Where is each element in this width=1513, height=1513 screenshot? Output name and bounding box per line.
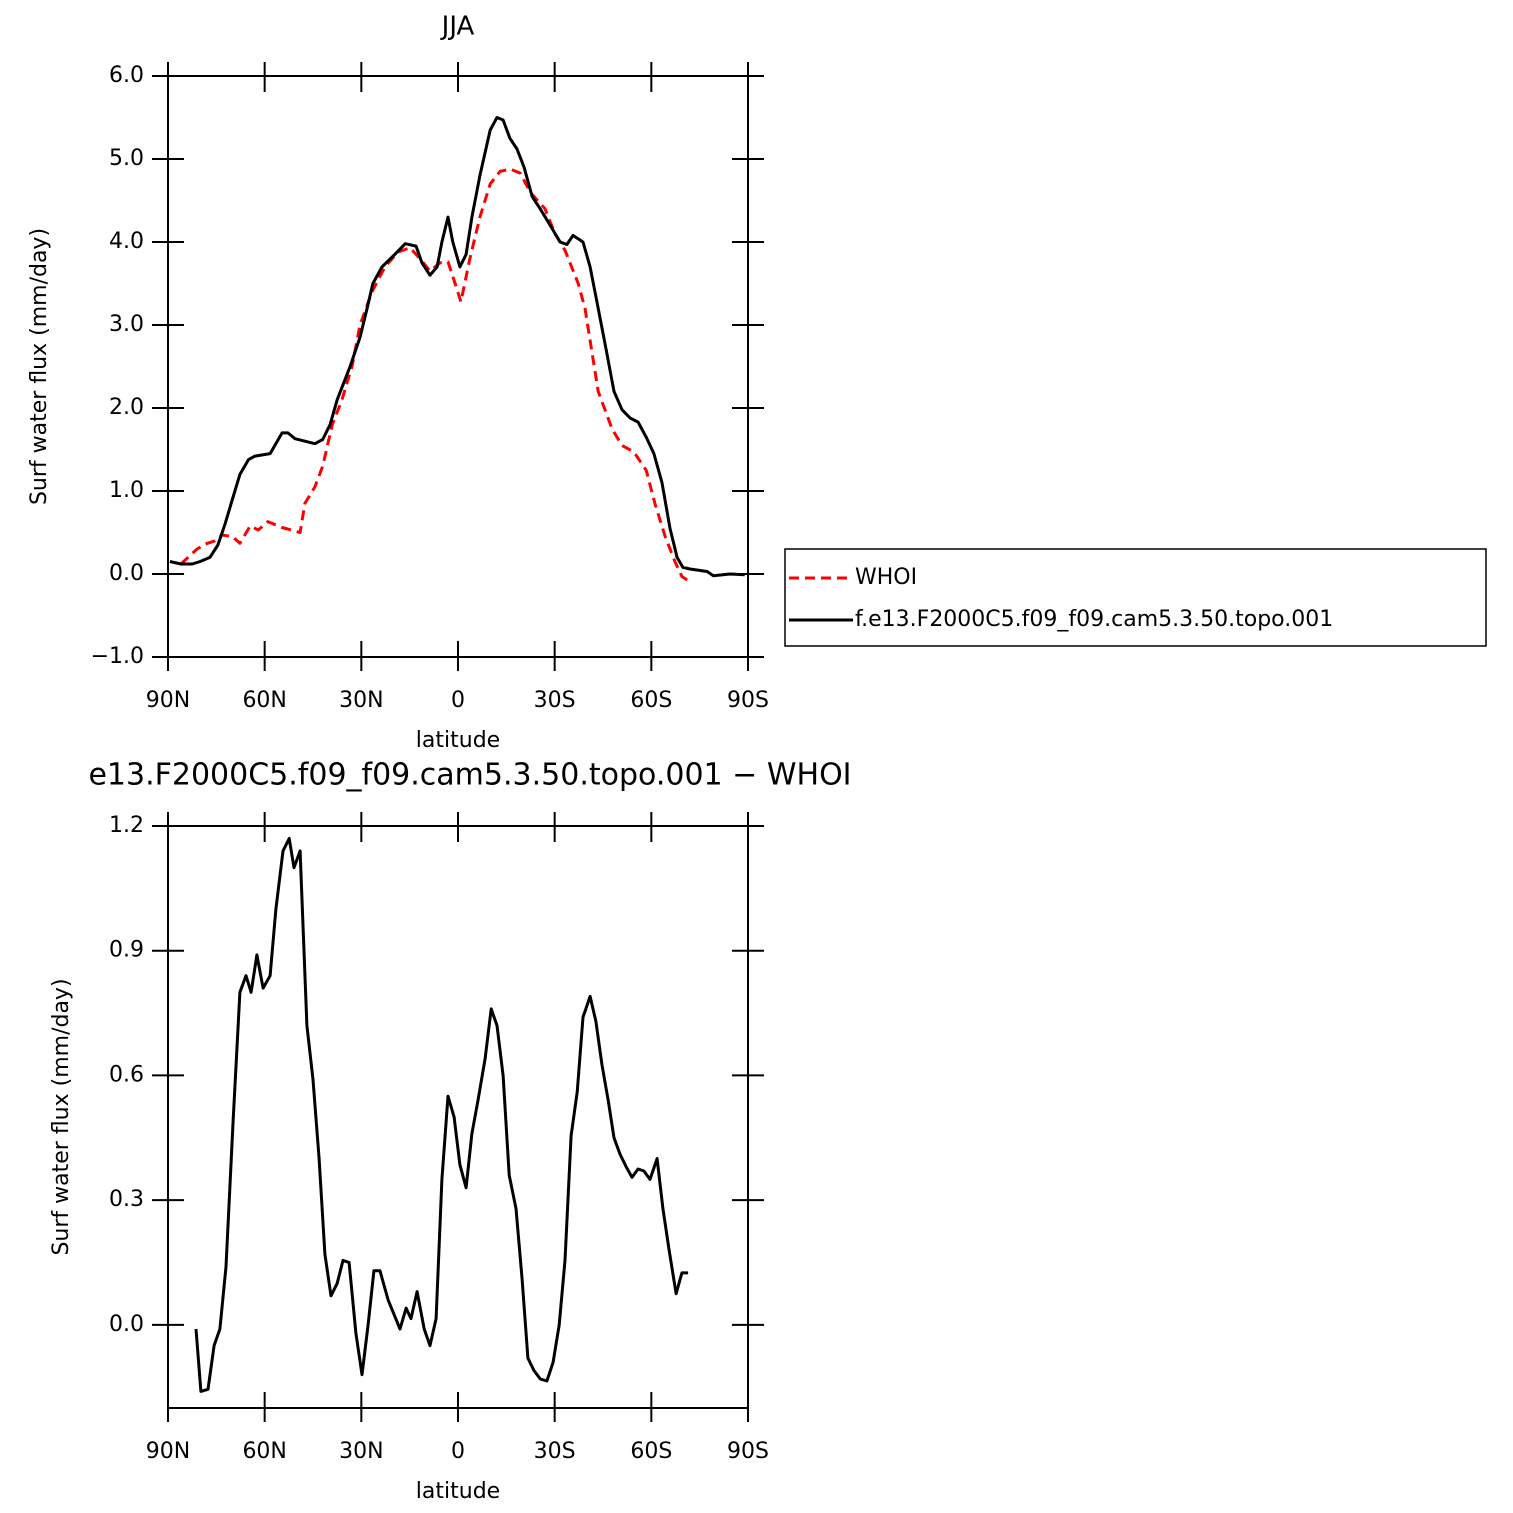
y-axis-label: Surf water flux (mm/day) (27, 228, 52, 505)
x-tick-label: 0 (451, 688, 465, 713)
y-tick-label: 0.0 (109, 561, 144, 586)
legend-frame (784, 548, 1487, 647)
y-tick-label: 2.0 (109, 395, 144, 420)
y-tick-label: 0.3 (109, 1187, 144, 1212)
x-tick-label: 90S (727, 688, 769, 713)
chart-title: JJA (440, 12, 475, 42)
y-tick-label: 0.6 (109, 1062, 144, 1087)
x-tick-label: 30N (339, 688, 383, 713)
plot-frame (167, 75, 749, 658)
data-line (169, 116, 745, 578)
x-tick-label: 0 (451, 1439, 465, 1464)
y-tick-label: 0.0 (109, 1312, 144, 1337)
y-tick-label: 1.2 (109, 813, 144, 838)
legend-label: f.e13.F2000C5.f09_f09.cam5.3.50.topo.001 (855, 607, 1333, 632)
chart-title: e13.F2000C5.f09_f09.cam5.3.50.topo.001 −… (88, 758, 851, 793)
data-line (194, 837, 689, 1393)
x-tick-label: 30S (534, 1439, 576, 1464)
y-tick-label: 5.0 (109, 146, 144, 171)
y-tick-label: 0.9 (109, 938, 144, 963)
x-tick-label: 60N (242, 1439, 286, 1464)
x-tick-label: 30N (339, 1439, 383, 1464)
x-tick-label: 60S (630, 688, 672, 713)
y-tick-label: 1.0 (109, 478, 144, 503)
x-axis-label: latitude (416, 728, 500, 753)
x-tick-label: 60S (630, 1439, 672, 1464)
legend: WHOI f.e13.F2000C5.f09_f09.cam5.3.50.topo… (784, 548, 1487, 647)
legend-label: WHOI (855, 565, 917, 590)
y-axis-label: Surf water flux (mm/day) (49, 978, 74, 1255)
plot-frame (167, 825, 749, 1409)
data-line (179, 167, 689, 582)
y-tick-label: 4.0 (109, 229, 144, 254)
y-tick-label: −1.0 (91, 644, 144, 669)
x-tick-label: 30S (534, 688, 576, 713)
y-tick-label: 3.0 (109, 312, 144, 337)
x-tick-label: 60N (242, 688, 286, 713)
y-tick-label: 6.0 (109, 63, 144, 88)
x-tick-label: 90N (146, 1439, 190, 1464)
x-tick-label: 90S (727, 1439, 769, 1464)
x-tick-label: 90N (146, 688, 190, 713)
x-axis-label: latitude (416, 1479, 500, 1504)
